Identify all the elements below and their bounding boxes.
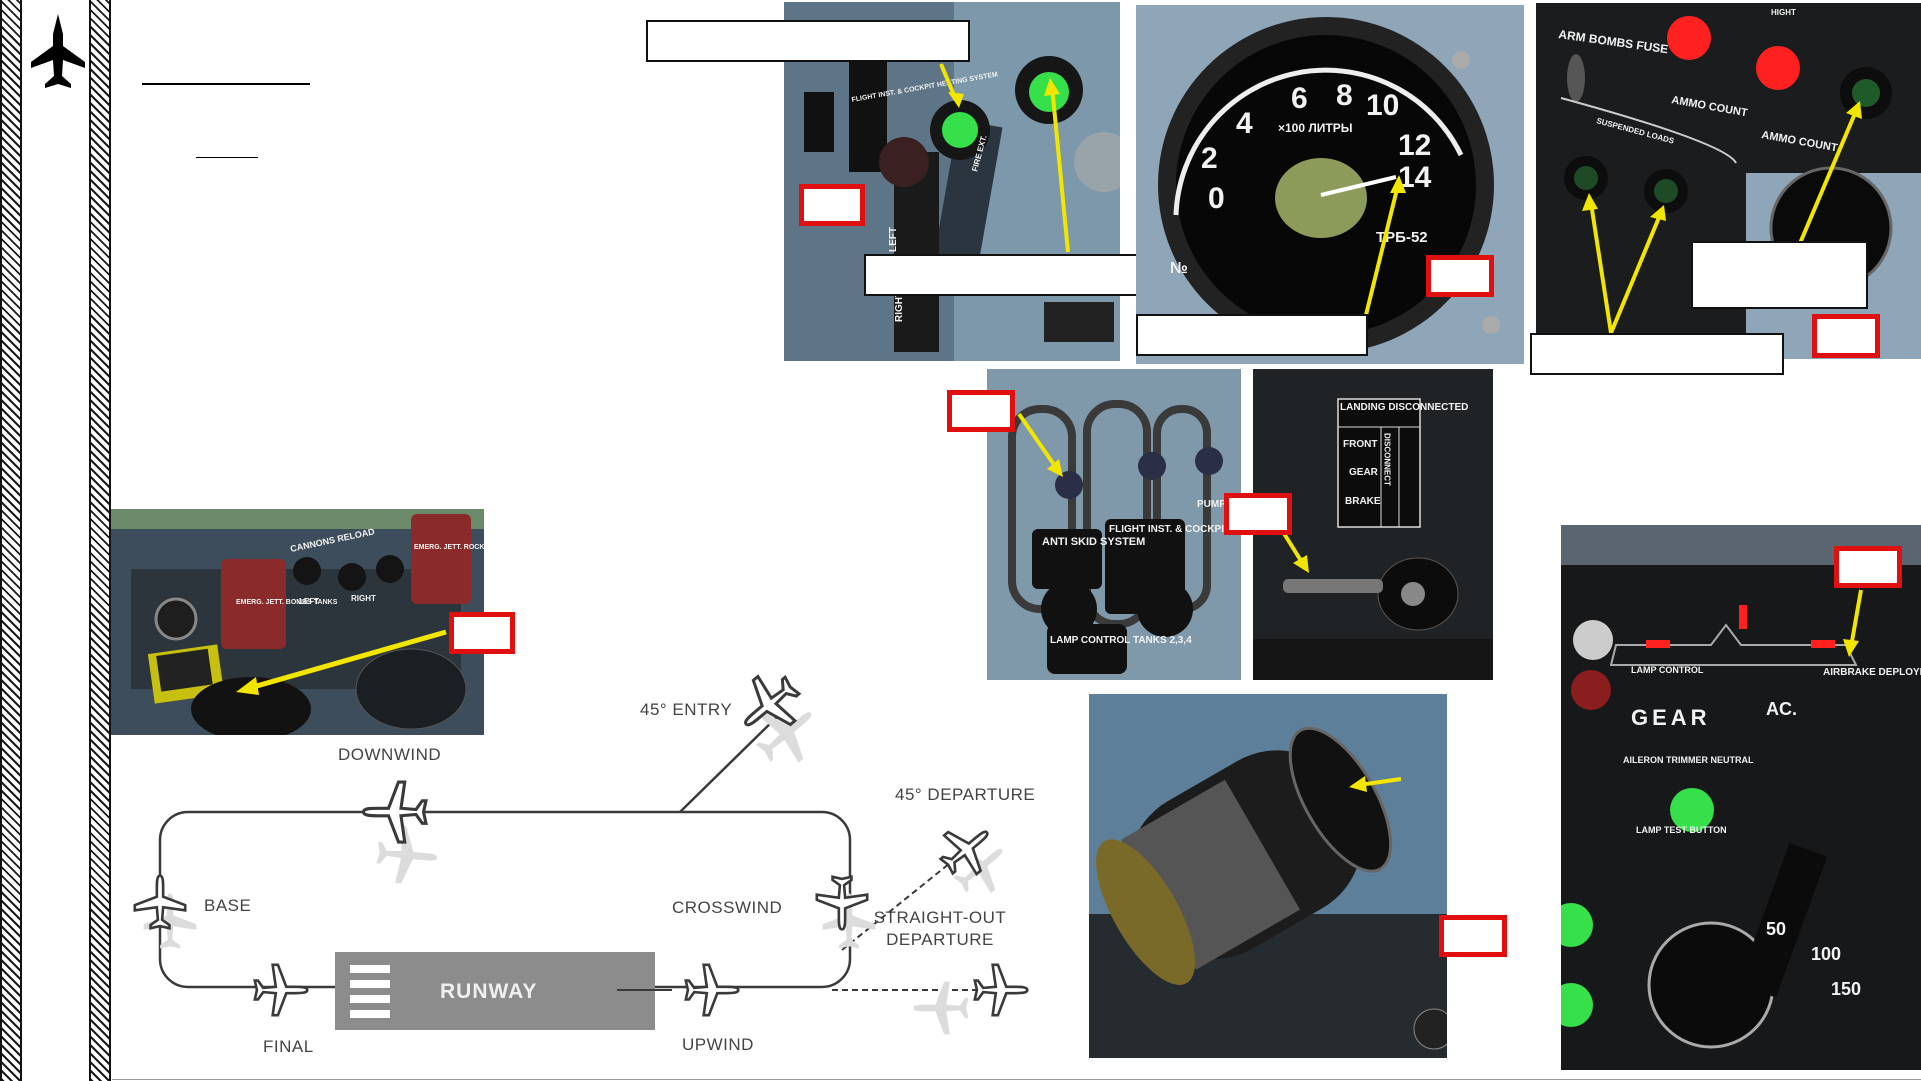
right-rail-stripe [89,0,111,1081]
gauge-tick-0: 0 [1208,182,1225,215]
callout-box-fuel [1426,255,1494,297]
label-downwind: DOWNWIND [338,745,441,764]
label-box-heating-bottom [864,254,1144,296]
callout-box-landing [1224,493,1292,535]
gear-scale-100: 100 [1811,944,1841,964]
subtitle-underline [196,157,258,158]
gauge-tick-8: 8 [1336,79,1353,112]
label-heating-left: LEFT [888,227,899,252]
label-lamp-test: LAMP TEST BUTTON [1636,825,1727,835]
label-airbrake-deployed: AIRBRAKE DEPLOYED [1823,667,1921,678]
plane-upwind [684,963,740,1017]
gear-panel-photo: LAMP CONTROL GEAR AIRBRAKE DEPLOYED AILE… [1561,525,1921,1070]
label-crosswind: CROSSWIND [672,898,782,917]
callout-box-bombs [1812,314,1880,358]
label-box-heating-top [646,20,970,62]
gear-scale-150: 150 [1831,979,1861,999]
label-lamp-control-tanks: LAMP CONTROL TANKS 2,3,4 [1050,635,1192,646]
label-box-bombs-right [1691,241,1868,309]
label-box-bombs-bottom [1530,333,1784,375]
gauge-tick-12: 12 [1398,129,1431,162]
airplane-icon [29,12,87,92]
gauge-tick-10: 10 [1366,89,1399,122]
jettison-panel-photo: CANNONS RELOAD EMERG. JETT. BOMBS TANKS … [111,509,484,735]
landing-title: LANDING DISCONNECTED [1340,402,1468,413]
plane-downwind [361,780,428,844]
label-emerg-jett-rockets: EMERG. JETT. ROCKET PODS [414,544,484,551]
switch-panel-photo: ANTI SKID SYSTEM FLIGHT INST. & COCKPIT … [987,369,1241,680]
landing-row-brake: BRAKE [1345,496,1381,507]
label-ac: AC. [1766,699,1797,719]
gauge-model-label: ТРБ-52 [1376,229,1428,246]
label-straight-out: STRAIGHT-OUT [874,908,1007,927]
plane-straight-out [973,963,1029,1017]
label-emerg-jett-bombs: EMERG. JETT. BOMBS TANKS [236,599,338,606]
gauge-tick-6: 6 [1291,82,1308,115]
landing-panel-photo: LANDING DISCONNECTED FRONT GEAR BRAKE DI… [1253,369,1493,680]
label-flight-inst-heating: FLIGHT INST. & COCKPIT HEATING SYSTEM [1109,524,1241,535]
label-hight: HIGHT [1771,8,1796,17]
left-rail-stripe [0,0,22,1081]
gauge-tick-2: 2 [1201,142,1218,175]
plane-final [253,963,309,1017]
label-final: FINAL [263,1037,314,1056]
plane-departure45 [929,811,1005,887]
traffic-pattern-diagram: RUNWAY 45° ENTRY DOWNWIND 45° DEPARTURE … [112,660,1092,1070]
label-lamp-control: LAMP CONTROL [1631,665,1704,675]
callout-box-jettison [449,612,515,654]
runway-label: RUNWAY [440,980,537,1003]
callout-box-heating [799,184,865,226]
label-pump-tank: PUMP TANK 4 [1197,499,1241,510]
label-box-fuel [1136,314,1368,356]
gauge-tick-4: 4 [1236,107,1253,140]
label-departure: DEPARTURE [886,930,994,949]
fuel-gauge-photo: 0 2 4 6 8 10 12 14 ×100 ЛИТРЫ ТРБ-52 № [1136,5,1524,364]
gear-scale-50: 50 [1766,919,1786,939]
label-45-departure: 45° DEPARTURE [895,785,1035,804]
bottom-rule [112,1079,1921,1080]
landing-disconnect-side: DISCONNECT [1383,433,1392,486]
label-right: RIGHT [351,594,376,603]
gauge-number-label: № [1170,260,1188,277]
title-underline [142,83,310,85]
label-left: LEFT [299,597,319,606]
label-base: BASE [204,896,251,915]
cylinder-photo [1089,694,1447,1058]
label-45-entry: 45° ENTRY [640,700,732,719]
label-anti-skid: ANTI SKID SYSTEM [1042,536,1145,548]
callout-box-anti-skid [947,390,1015,432]
label-upwind: UPWIND [682,1035,754,1054]
label-aileron-trimmer: AILERON TRIMMER NEUTRAL [1623,755,1754,765]
callout-box-airbrake [1834,546,1902,588]
label-heating-right: RIGHT [894,291,905,322]
landing-row-gear: GEAR [1349,467,1379,478]
gauge-unit-label: ×100 ЛИТРЫ [1278,121,1353,135]
landing-row-front: FRONT [1343,439,1377,450]
plane-entry [726,661,813,748]
label-gear: GEAR [1631,705,1711,730]
callout-box-cylinder [1439,915,1507,957]
